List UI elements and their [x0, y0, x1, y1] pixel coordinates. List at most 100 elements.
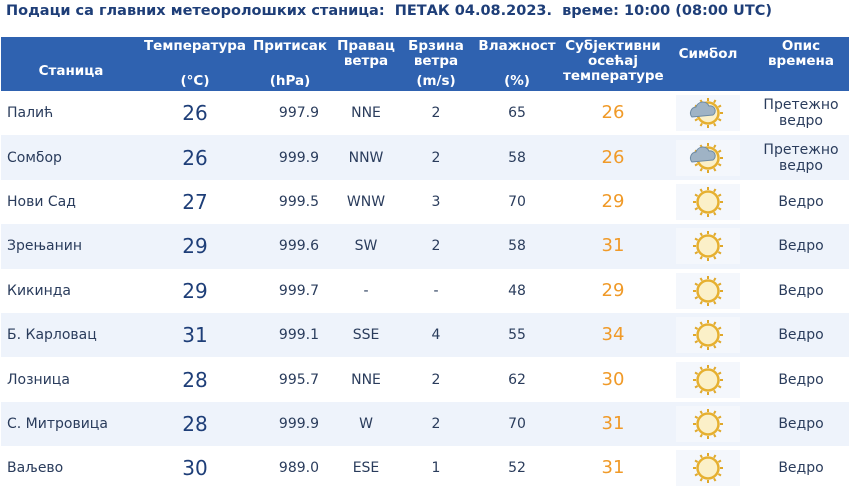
pressure-cell: 997.9 — [278, 105, 319, 122]
header-content: Влажност (%) — [471, 37, 563, 89]
header-unit: (m/s) — [416, 73, 456, 89]
speed-cell: 2 — [401, 135, 471, 180]
feels-cell: 29 — [601, 190, 625, 212]
symbol-cell — [663, 446, 753, 490]
direction-cell: - — [363, 282, 369, 299]
header-content: Субјективни осећај температуре — [563, 37, 664, 89]
description-cell: Ведро — [778, 371, 824, 388]
weather-icon — [676, 450, 740, 487]
temperature-cell: 26 — [182, 101, 208, 126]
description-cell: Претежно ведро — [763, 97, 839, 130]
temperature-cell: 29 — [141, 224, 249, 269]
feels-cell: 31 — [563, 224, 663, 269]
feels-cell: 29 — [601, 279, 625, 301]
symbol-cell — [663, 135, 753, 180]
speed-cell: 2 — [431, 371, 441, 388]
station-cell: Лозница — [7, 371, 70, 388]
temperature-cell: 29 — [182, 278, 208, 303]
direction-cell: WNW — [346, 193, 386, 210]
header-row: Станица Температура (°C) Притисак (hPa) Права… — [1, 37, 849, 91]
description-cell: Ведро — [778, 282, 824, 299]
speed-cell: 3 — [431, 193, 441, 210]
pressure-cell: 999.5 — [278, 193, 319, 210]
speed-cell: - — [433, 282, 439, 299]
icon-graphic — [689, 98, 723, 129]
feels-cell: 31 — [601, 457, 625, 479]
column-header: Температура (°C) — [141, 37, 249, 91]
header-content: Симбол — [663, 37, 753, 89]
icon-graphic — [693, 364, 723, 395]
header-content: Брзина ветра (m/s) — [401, 37, 471, 89]
weather-icon — [676, 139, 740, 176]
station-cell: Сомбор — [1, 135, 141, 180]
icon-graphic — [689, 142, 723, 173]
header-unit: (%) — [504, 73, 530, 89]
header-content: Температура (°C) — [141, 37, 249, 89]
temperature-cell: 28 — [182, 367, 208, 392]
humidity-cell: 62 — [508, 371, 526, 388]
speed-cell: 2 — [401, 224, 471, 269]
table-row: Кикинда 29 999.7 - - 48 29 Ведро — [1, 269, 849, 313]
station-cell: Палић — [7, 105, 54, 122]
weather-table: Станица Температура (°C) Притисак (hPa) Права… — [1, 37, 849, 491]
pressure-cell: 999.7 — [278, 282, 319, 299]
header-unit: (hPa) — [269, 73, 311, 89]
header-label: Брзина ветра — [408, 38, 464, 69]
header-label: Температура — [143, 38, 247, 54]
direction-cell: NNE — [351, 105, 381, 122]
header-label: Субјективни осећај температуре — [563, 38, 664, 84]
table-row: С. Митровица 28 999.9 W 2 70 31 Ведро — [1, 401, 849, 447]
temperature-cell: 31 — [141, 312, 249, 358]
table-body: Палић 26 997.9 NNE 2 65 26 Претежно ведро Сомбор… — [1, 91, 849, 491]
symbol-cell — [663, 91, 753, 135]
table-row: Ваљево 30 989.0 ESE 1 52 31 Ведро — [1, 446, 849, 490]
table-row: Сомбор 26 999.9 NNW 2 58 26 Претежно ведро — [1, 135, 849, 180]
weather-icon — [676, 361, 740, 398]
header-unit: (°C) — [180, 73, 210, 89]
pressure-cell: 999.9 — [249, 401, 331, 447]
header-label: Притисак — [253, 38, 327, 54]
speed-cell: 2 — [401, 401, 471, 447]
description-cell: Ведро — [753, 401, 849, 447]
temperature-cell: 27 — [182, 189, 208, 214]
header-label: Симбол — [678, 46, 738, 62]
feels-cell: 30 — [601, 368, 625, 390]
title: Подаци са главних метеоролошких станица:… — [6, 3, 772, 19]
table-row: Палић 26 997.9 NNE 2 65 26 Претежно ведро — [1, 91, 849, 135]
pressure-cell: 989.0 — [278, 460, 319, 477]
direction-cell: ESE — [352, 460, 380, 477]
symbol-cell — [663, 180, 753, 224]
icon-graphic — [693, 453, 723, 484]
humidity-cell: 70 — [471, 401, 563, 447]
weather-icon — [676, 272, 740, 309]
weather-icon — [676, 95, 740, 132]
direction-cell: NNE — [351, 371, 381, 388]
description-cell: Ведро — [753, 312, 849, 358]
temperature-cell: 28 — [141, 401, 249, 447]
station-cell: Зрењанин — [1, 224, 141, 269]
symbol-cell — [663, 401, 753, 447]
header-label: Станица — [38, 63, 104, 79]
icon-graphic — [693, 320, 723, 351]
direction-cell: SW — [331, 224, 401, 269]
direction-cell: SSE — [331, 312, 401, 358]
icon-graphic — [693, 186, 723, 217]
column-header: Влажност (%) — [471, 37, 563, 91]
header-content: Станица — [1, 37, 141, 89]
station-cell: Б. Карловац — [1, 312, 141, 358]
humidity-cell: 48 — [508, 282, 526, 299]
column-header: Правац ветра — [331, 37, 401, 91]
header-label: Правац ветра — [337, 38, 395, 69]
humidity-cell: 65 — [508, 105, 526, 122]
header-label: Влажност — [478, 38, 556, 54]
header-content: Правац ветра — [331, 37, 401, 89]
column-header: Брзина ветра (m/s) — [401, 37, 471, 91]
symbol-cell — [663, 357, 753, 401]
speed-cell: 4 — [401, 312, 471, 358]
feels-cell: 34 — [563, 312, 663, 358]
pressure-cell: 999.1 — [249, 312, 331, 358]
temperature-cell: 30 — [182, 456, 208, 481]
column-header: Субјективни осећај температуре — [563, 37, 664, 91]
station-cell: Ваљево — [7, 460, 64, 477]
